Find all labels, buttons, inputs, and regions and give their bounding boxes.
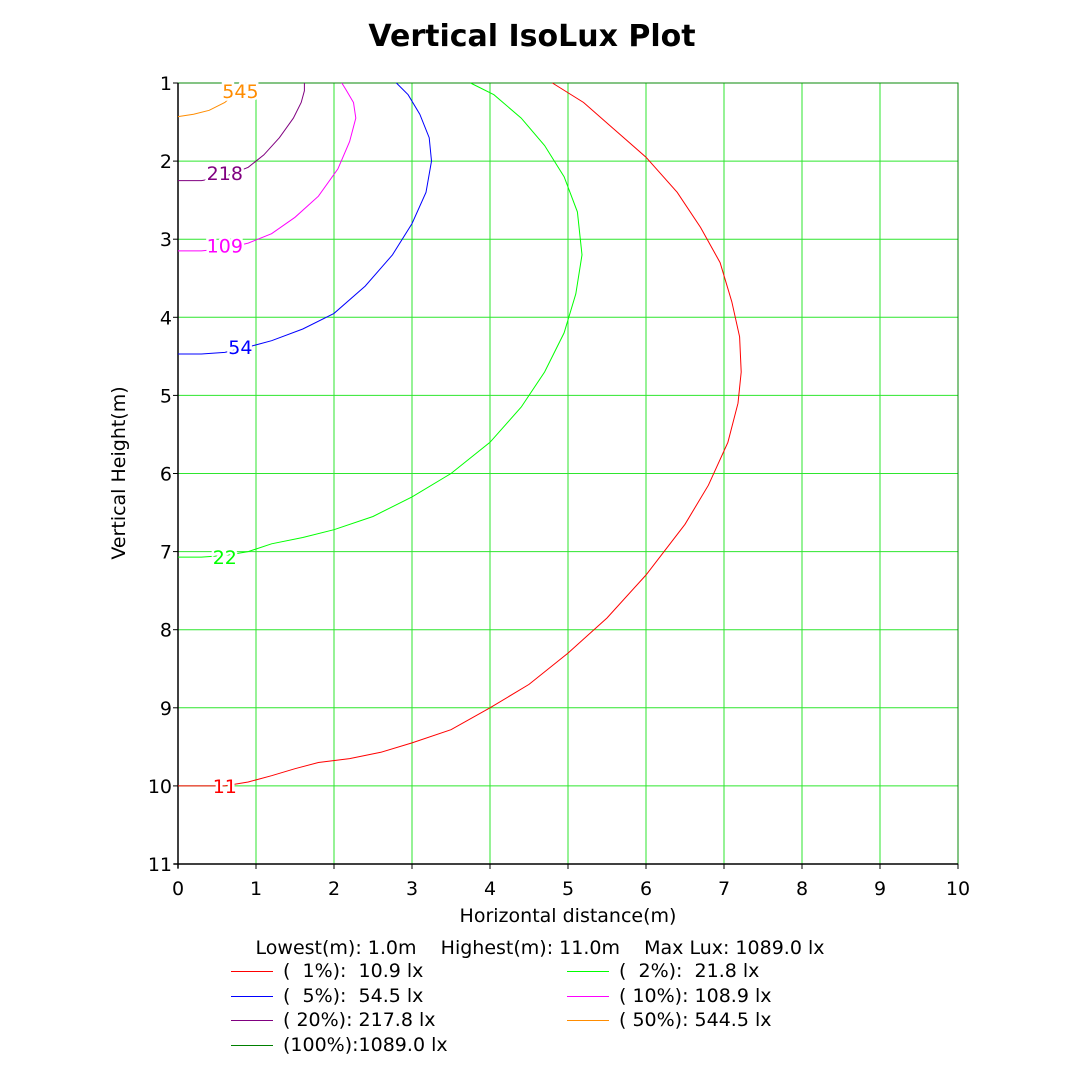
legend-item: ( 20%): 217.8 lx: [231, 1009, 436, 1031]
grid: [177, 82, 959, 865]
x-tick-label: 8: [796, 878, 808, 900]
legend-label: ( 50%): 544.5 lx: [619, 1009, 772, 1031]
y-tick-label: 1: [160, 73, 172, 95]
legend-item: (100%):1089.0 lx: [231, 1034, 448, 1056]
y-tick-label: 3: [160, 229, 172, 251]
contour-label: 54: [228, 337, 252, 359]
legend-label: ( 2%): 21.8 lx: [619, 960, 760, 982]
legend-swatch: [231, 971, 273, 972]
x-tick-label: 10: [946, 878, 970, 900]
x-tick-label: 4: [484, 878, 496, 900]
legend-swatch: [231, 1020, 273, 1021]
x-tick-label: 2: [328, 878, 340, 900]
y-tick-label: 4: [160, 307, 172, 329]
y-axis-label: Vertical Height(m): [108, 386, 130, 559]
legend-item: ( 10%): 108.9 lx: [567, 985, 772, 1007]
legend-swatch: [231, 995, 273, 997]
chart-title: Vertical IsoLux Plot: [368, 19, 695, 54]
contour-label: 218: [207, 163, 243, 185]
max-lux: Max Lux: 1089.0 lx: [644, 937, 825, 959]
y-tick-label: 5: [160, 385, 172, 407]
tick-labels: 0 1 2 3 4 5 6 7 8 9 10 1 2 3 4 5 6 7 8 9 10 11: [148, 73, 970, 900]
contour-line: [178, 83, 305, 182]
y-tick-label: 6: [160, 464, 172, 486]
legend-item: ( 2%): 21.8 lx: [567, 960, 759, 982]
contour-label: 545: [222, 81, 258, 103]
legend-label: (100%):1089.0 lx: [283, 1033, 448, 1056]
axes: [173, 82, 959, 869]
legend-item: ( 5%): 54.5 lx: [231, 985, 423, 1007]
legend-swatch: [567, 995, 609, 997]
contour-lines: [177, 82, 742, 787]
legend-swatch: [567, 1020, 609, 1021]
highest-height: Highest(m): 11.0m: [440, 937, 620, 959]
legend-label: ( 10%): 108.9 lx: [619, 984, 772, 1007]
x-tick-label: 9: [874, 878, 886, 900]
legend-label: ( 5%): 54.5 lx: [283, 984, 424, 1007]
legend-swatch: [231, 1044, 273, 1046]
contour-label: 109: [207, 235, 243, 257]
legend-label: ( 1%): 10.9 lx: [283, 960, 424, 982]
contour-line: [178, 82, 742, 787]
y-tick-label: 9: [160, 698, 172, 720]
lowest-height: Lowest(m): 1.0m: [255, 937, 417, 959]
contour-line: [178, 82, 357, 252]
legend-item: ( 50%): 544.5 lx: [567, 1009, 772, 1031]
y-tick-label: 7: [160, 542, 172, 564]
contour-label: 22: [213, 547, 237, 569]
contour-line: [178, 82, 433, 355]
legend-label: ( 20%): 217.8 lx: [283, 1009, 436, 1031]
summary-line: Lowest(m): 1.0m Highest(m): 11.0m Max Lu…: [0, 937, 1080, 959]
x-tick-label: 0: [172, 878, 184, 900]
x-tick-label: 7: [718, 878, 730, 900]
y-tick-label: 2: [160, 151, 172, 173]
x-tick-label: 3: [406, 878, 418, 900]
x-tick-label: 6: [640, 878, 652, 900]
y-tick-label: 11: [148, 854, 172, 876]
contour-line: [177, 82, 247, 118]
contour-line: [178, 82, 583, 558]
contour-labels: 11 22 54 109 218 545: [204, 78, 261, 800]
x-tick-label: 1: [250, 878, 262, 900]
y-tick-label: 10: [148, 776, 172, 798]
x-axis-label: Horizontal distance(m): [460, 905, 677, 927]
contour-label: 11: [213, 776, 237, 798]
legend-item: ( 1%): 10.9 lx: [231, 960, 423, 982]
x-tick-label: 5: [562, 878, 574, 900]
legend-swatch: [567, 971, 609, 972]
y-tick-label: 8: [160, 620, 172, 642]
